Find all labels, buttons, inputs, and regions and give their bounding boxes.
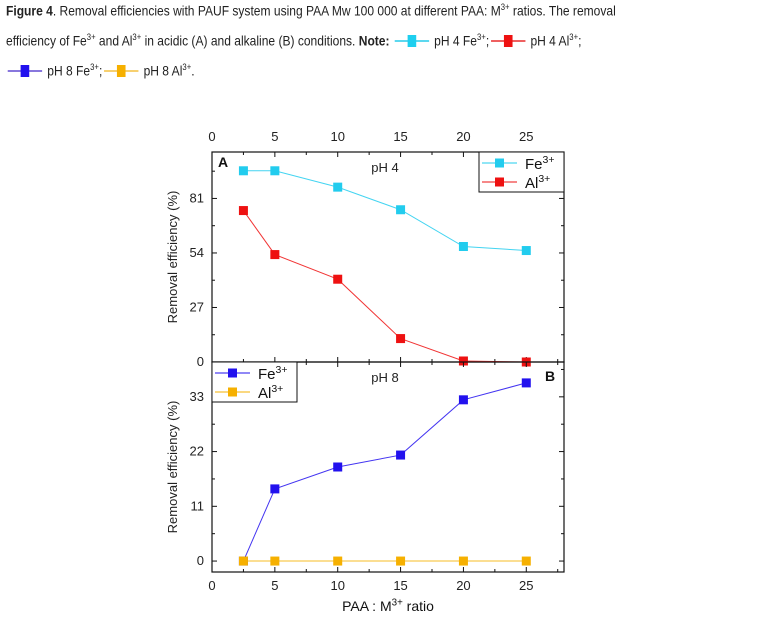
y-tick-label: 33 (190, 389, 204, 404)
data-point-al (521, 556, 531, 566)
caption-text: ; (485, 32, 490, 49)
data-point-al (396, 334, 406, 344)
data-point-al (333, 556, 343, 566)
x-tick-label: 5 (271, 578, 278, 593)
x-tick-label: 0 (208, 578, 215, 593)
caption-text: . (191, 62, 195, 79)
caption-text: efficiency of Fe (6, 32, 87, 49)
panel-title: pH 4 (371, 160, 398, 175)
data-point-fe (396, 450, 406, 460)
data-point-al (270, 556, 280, 566)
x-tick-label: 25 (519, 578, 533, 593)
legend-box (478, 151, 565, 193)
data-point-al (238, 206, 248, 216)
x-tick-label: 15 (393, 578, 407, 593)
data-point-al (458, 356, 468, 366)
data-point-al (238, 556, 248, 566)
y-tick-label: 11 (191, 498, 205, 513)
y-axis-label: Removal efficiency (%) (165, 191, 180, 324)
legend-swatch-ph8-al (104, 64, 139, 77)
legend-marker (228, 387, 237, 397)
y-tick-label: 81 (190, 190, 204, 205)
data-point-fe (396, 205, 406, 215)
x-axis-label: PAA : M3+ ratio (342, 597, 434, 614)
caption-legend-label: pH 8 Al (143, 62, 183, 79)
x-tick-label-top: 15 (393, 129, 407, 144)
caption-sup: 3+ (86, 32, 96, 42)
data-point-fe (270, 166, 280, 176)
figure-caption-line-2: efficiency of Fe3+ and Al3+ in acidic (A… (6, 32, 581, 49)
legend-swatch-ph4-fe (394, 34, 429, 47)
caption-sup: 3+ (132, 32, 142, 42)
caption-legend-label: pH 8 Fe (47, 62, 91, 79)
caption-sup: 3+ (182, 62, 192, 72)
caption-text: ; (98, 62, 103, 79)
legend-marker (495, 177, 504, 187)
series-line-fe (243, 170, 527, 252)
y-tick-label: 22 (190, 444, 204, 459)
y-tick-label: 27 (190, 299, 204, 314)
y-axis-label: Removal efficiency (%) (165, 401, 180, 534)
caption-note: Note: (358, 32, 390, 49)
y-tick-label: 0 (197, 354, 204, 369)
y-tick-label: 0 (197, 553, 204, 568)
data-point-al (270, 250, 280, 260)
x-tick-label-top: 10 (330, 129, 344, 144)
data-point-fe (270, 484, 280, 494)
x-tick-label-top: 5 (271, 129, 278, 144)
x-tick-label-top: 25 (519, 129, 533, 144)
caption-text: and Al (95, 32, 133, 49)
data-point-al (396, 556, 406, 566)
data-point-fe (333, 462, 343, 472)
caption-sup: 3+ (476, 32, 486, 42)
caption-text: . Removal efficiencies with PAUF system … (52, 2, 501, 19)
legend-label: Fe3+ (525, 154, 555, 173)
x-tick-label: 10 (330, 578, 344, 593)
plot-frame-B (211, 361, 565, 573)
x-tick-label-top: 0 (208, 129, 215, 144)
caption-sup: 3+ (90, 62, 99, 72)
y-tick-label: 54 (190, 245, 204, 260)
series-line-fe (242, 382, 527, 562)
legend-label: Al3+ (525, 173, 550, 192)
figure-label: Figure 4 (6, 2, 53, 19)
panel-label: A (218, 154, 228, 170)
data-point-fe (333, 182, 343, 192)
caption-legend-label: pH 4 Al (530, 32, 570, 49)
caption-sup: 3+ (569, 32, 579, 42)
panel-title: pH 8 (371, 370, 398, 385)
caption-sup: 3+ (500, 2, 510, 12)
figure-caption-line-1: Figure 4. Removal efficiencies with PAUF… (6, 2, 616, 19)
x-tick-label-top: 20 (456, 129, 470, 144)
legend-swatch-ph4-al (490, 34, 526, 47)
legend-marker (495, 158, 504, 168)
data-point-al (458, 556, 468, 566)
data-point-fe (458, 242, 468, 251)
caption-legend-label: pH 4 Fe (434, 32, 477, 49)
caption-text: ; (578, 32, 582, 49)
legend-label: Al3+ (258, 383, 283, 402)
data-point-al (333, 274, 343, 284)
data-point-fe (238, 166, 248, 176)
legend-swatch-ph8-fe (7, 64, 43, 77)
caption-text: ratios. The removal (509, 2, 616, 19)
caption-text: in acidic (A) and alkaline (B) condition… (141, 32, 359, 49)
legend-label: Fe3+ (258, 364, 288, 383)
x-tick-label: 20 (456, 578, 470, 593)
data-point-fe (521, 246, 531, 256)
data-point-fe (521, 378, 531, 388)
data-point-fe (458, 395, 468, 405)
figure-caption-line-3: pH 8 Fe3+; pH 8 Al3+. (6, 62, 195, 79)
panel-label: B (545, 368, 555, 384)
series-line-al (243, 210, 527, 363)
legend-marker (228, 368, 237, 378)
legend-box (211, 361, 298, 403)
